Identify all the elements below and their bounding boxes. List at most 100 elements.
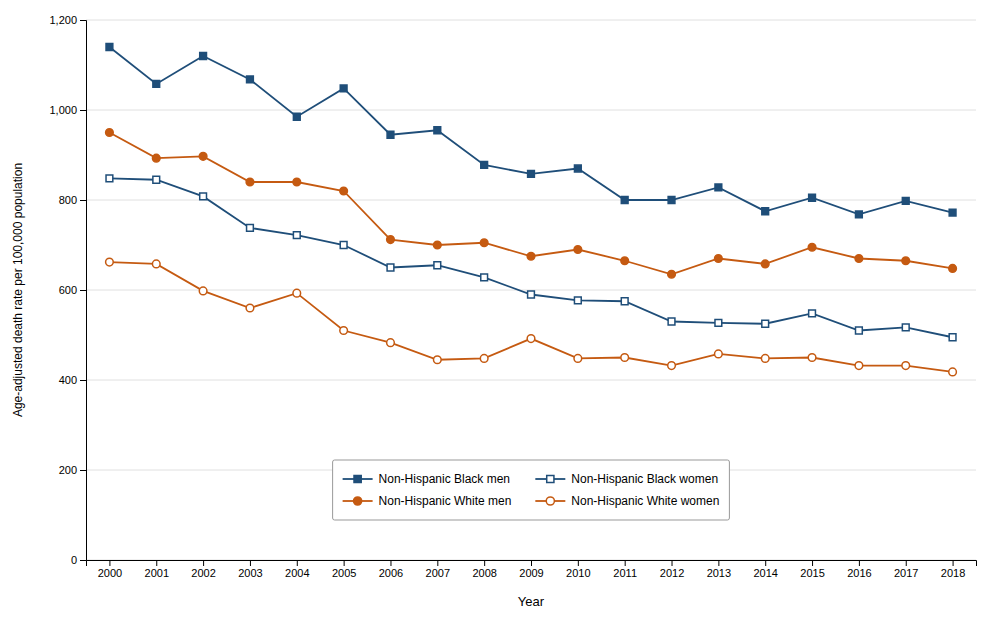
marker	[574, 355, 582, 363]
x-tick-mark	[297, 560, 298, 566]
legend-label: Non-Hispanic Black men	[379, 472, 510, 486]
marker	[293, 113, 300, 120]
legend: Non-Hispanic Black men Non-Hispanic White…	[333, 460, 730, 520]
marker	[200, 53, 207, 60]
marker	[527, 335, 535, 343]
y-tick-mark	[80, 380, 86, 381]
x-tick-label: 2017	[894, 567, 918, 579]
x-tick: 2003	[238, 560, 262, 579]
plot: 2000200120022003200420052006200720082009…	[49, 14, 976, 579]
marker	[808, 354, 816, 362]
marker	[152, 260, 160, 268]
marker	[246, 178, 254, 186]
x-tick-label: 2009	[519, 567, 543, 579]
marker	[247, 225, 254, 232]
y-tick: 200	[59, 464, 86, 476]
marker	[433, 241, 441, 249]
x-tick-label: 2016	[847, 567, 871, 579]
marker	[621, 354, 629, 362]
y-tick-label: 400	[59, 374, 77, 386]
marker	[340, 187, 348, 195]
x-tick-mark	[437, 560, 438, 566]
x-axis: 2000200120022003200420052006200720082009…	[87, 560, 977, 579]
x-tick-mark	[953, 560, 954, 566]
x-tick-mark	[531, 560, 532, 566]
legend-label: Non-Hispanic White women	[571, 494, 719, 508]
marker	[293, 178, 301, 186]
grid-line	[86, 290, 976, 291]
x-tick-mark	[718, 560, 719, 566]
marker	[809, 194, 816, 201]
y-tick-label: 1,200	[49, 14, 77, 26]
x-tick: 2009	[519, 560, 543, 579]
x-tick: 2016	[847, 560, 871, 579]
marker	[902, 257, 910, 265]
marker	[856, 327, 863, 334]
marker	[480, 355, 488, 363]
series	[106, 175, 956, 341]
marker	[387, 131, 394, 138]
x-tick-label: 2003	[238, 567, 262, 579]
y-tick-label: 800	[59, 194, 77, 206]
legend-swatch-marker	[354, 497, 362, 505]
marker	[715, 350, 723, 358]
x-axis-line	[87, 561, 977, 567]
y-tick: 1,200	[49, 14, 86, 26]
marker	[199, 153, 207, 161]
marker	[808, 243, 816, 251]
line	[109, 262, 952, 372]
marker	[480, 239, 488, 247]
marker	[200, 193, 207, 200]
marker	[481, 162, 488, 169]
legend-swatch-marker	[546, 497, 554, 505]
x-tick: 2006	[379, 560, 403, 579]
y-tick-label: 1,000	[49, 104, 77, 116]
x-tick: 2001	[145, 560, 169, 579]
y-tick: 800	[59, 194, 86, 206]
marker	[762, 208, 769, 215]
legend-swatch-marker	[354, 475, 361, 482]
marker	[293, 232, 300, 239]
x-tick: 2014	[753, 560, 777, 579]
y-tick: 0	[71, 554, 86, 566]
marker	[902, 362, 910, 370]
x-tick-mark	[859, 560, 860, 566]
marker	[434, 127, 441, 134]
x-tick-mark	[765, 560, 766, 566]
x-tick-label: 2015	[800, 567, 824, 579]
series	[106, 129, 957, 278]
series	[106, 258, 957, 375]
marker	[621, 197, 628, 204]
x-tick: 2011	[613, 560, 637, 579]
x-tick-label: 2008	[472, 567, 496, 579]
x-tick-label: 2005	[332, 567, 356, 579]
y-tick-mark	[80, 20, 86, 21]
x-tick-label: 2012	[660, 567, 684, 579]
marker	[949, 334, 956, 341]
x-tick-label: 2014	[753, 567, 777, 579]
x-tick: 2005	[332, 560, 356, 579]
marker	[668, 197, 675, 204]
marker	[247, 76, 254, 83]
marker	[152, 154, 160, 162]
marker	[762, 320, 769, 327]
legend-entry: Non-Hispanic Black men	[343, 472, 510, 486]
legend-label: Non-Hispanic Black women	[571, 472, 718, 486]
marker	[528, 291, 535, 298]
legend-frame	[333, 460, 730, 520]
x-tick-mark	[109, 560, 110, 566]
x-tick: 2012	[660, 560, 684, 579]
marker	[809, 310, 816, 317]
x-tick: 2007	[426, 560, 450, 579]
marker	[433, 356, 441, 364]
marker	[574, 297, 581, 304]
marker	[902, 198, 909, 205]
marker	[340, 85, 347, 92]
y-tick-label: 600	[59, 284, 77, 296]
x-tick-label: 2004	[285, 567, 309, 579]
marker	[715, 184, 722, 191]
x-tick-label: 2013	[707, 567, 731, 579]
grid-line	[86, 200, 976, 201]
marker	[856, 211, 863, 218]
marker	[621, 298, 628, 305]
